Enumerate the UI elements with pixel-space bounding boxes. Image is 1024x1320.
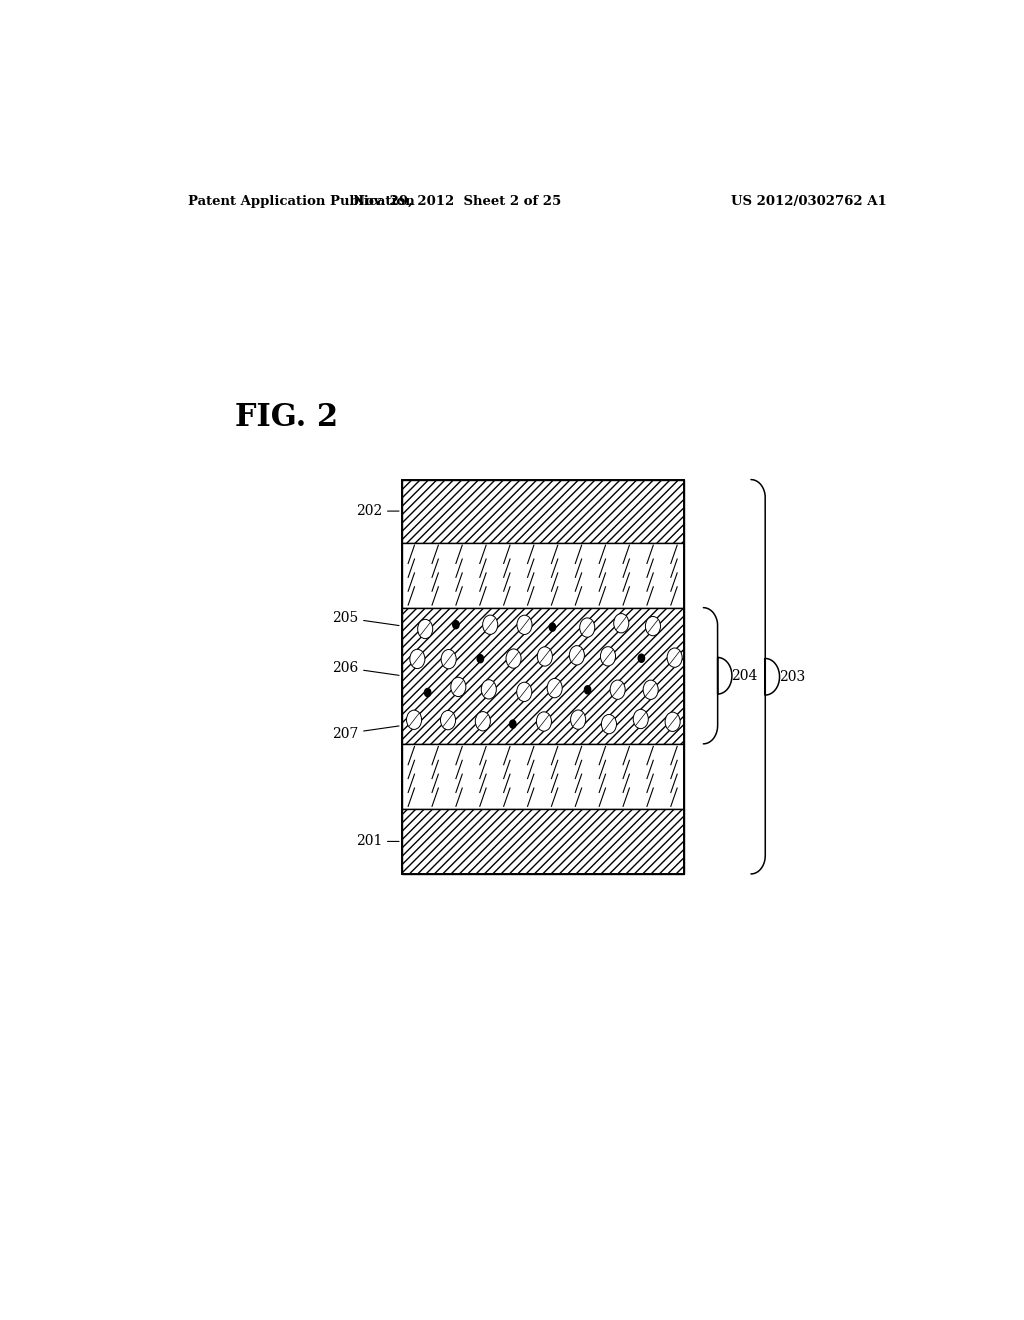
Bar (401, 744, 684, 809)
Text: 207: 207 (332, 726, 399, 741)
Text: FIG. 2: FIG. 2 (236, 403, 338, 433)
Text: 205: 205 (332, 611, 399, 626)
Circle shape (537, 711, 552, 731)
Circle shape (585, 686, 591, 694)
Circle shape (538, 647, 552, 667)
Circle shape (506, 649, 521, 668)
Circle shape (610, 680, 626, 700)
Text: 204: 204 (731, 669, 758, 682)
Circle shape (475, 711, 490, 731)
Circle shape (570, 710, 586, 729)
Circle shape (517, 682, 531, 701)
Circle shape (410, 649, 425, 669)
Circle shape (451, 677, 466, 697)
Circle shape (441, 649, 457, 669)
Circle shape (580, 618, 595, 638)
Circle shape (645, 616, 660, 636)
Text: Nov. 29, 2012  Sheet 2 of 25: Nov. 29, 2012 Sheet 2 of 25 (353, 194, 561, 207)
Bar (401, 479, 684, 543)
Circle shape (481, 680, 497, 700)
Bar (401, 543, 684, 607)
Circle shape (633, 709, 648, 729)
Bar (401, 809, 684, 874)
Text: 202: 202 (355, 504, 399, 517)
Circle shape (613, 614, 629, 632)
Circle shape (569, 645, 585, 665)
Text: Patent Application Publication: Patent Application Publication (187, 194, 415, 207)
Circle shape (440, 710, 456, 730)
Circle shape (453, 620, 459, 628)
Bar (401, 607, 684, 744)
Circle shape (425, 689, 431, 697)
Circle shape (517, 615, 532, 635)
Circle shape (482, 615, 498, 635)
Circle shape (477, 655, 483, 663)
Text: 201: 201 (355, 834, 399, 849)
Circle shape (418, 619, 433, 639)
Bar (401, 607, 684, 744)
Circle shape (549, 623, 556, 631)
Text: 206: 206 (332, 660, 399, 676)
Circle shape (667, 648, 682, 668)
Circle shape (407, 710, 422, 730)
Circle shape (601, 714, 616, 734)
Text: 203: 203 (778, 669, 805, 684)
Circle shape (510, 719, 516, 729)
Bar (401, 479, 684, 543)
Circle shape (547, 678, 562, 698)
Circle shape (643, 680, 658, 700)
Circle shape (600, 647, 615, 667)
Circle shape (666, 711, 680, 731)
Bar (401, 479, 684, 874)
Bar (401, 809, 684, 874)
Text: US 2012/0302762 A1: US 2012/0302762 A1 (731, 194, 887, 207)
Circle shape (638, 655, 644, 663)
